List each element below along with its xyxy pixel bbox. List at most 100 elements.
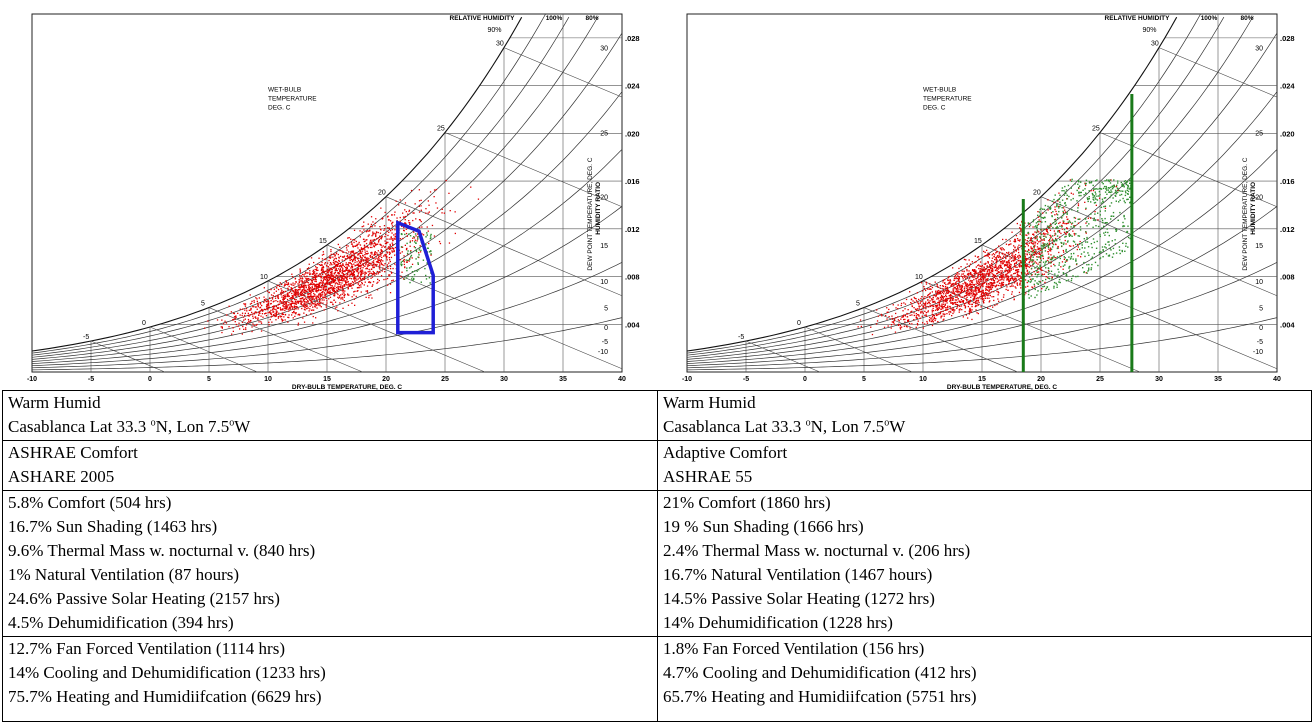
data-point (270, 313, 273, 316)
data-point (907, 319, 909, 321)
data-point (337, 265, 339, 267)
comfort-point (420, 281, 422, 283)
data-point (355, 282, 357, 284)
data-point (944, 299, 946, 301)
data-point (297, 283, 299, 285)
data-point (321, 281, 324, 283)
data-point (940, 295, 943, 297)
data-point (988, 272, 990, 275)
data-point (380, 275, 383, 277)
data-point (337, 277, 339, 279)
data-point (334, 261, 336, 263)
data-point (996, 284, 998, 286)
data-point (382, 267, 384, 269)
data-point (318, 257, 320, 259)
data-point (971, 295, 973, 297)
data-point (948, 297, 950, 300)
data-point (352, 245, 354, 247)
data-point (337, 279, 339, 281)
data-point (338, 295, 341, 297)
comfort-point (1070, 279, 1073, 282)
data-point (955, 299, 958, 301)
comfort-point (1129, 237, 1131, 240)
data-point (299, 298, 301, 300)
data-point (363, 238, 365, 240)
data-point (1018, 254, 1020, 256)
data-point (953, 311, 955, 313)
comfort-point (1093, 253, 1095, 255)
data-point (1010, 252, 1012, 254)
data-point (1043, 239, 1045, 241)
x-tick-label: -10 (682, 376, 692, 383)
comfort-point (1098, 187, 1101, 190)
comfort-point (1116, 187, 1119, 189)
data-point (351, 272, 353, 274)
data-point (402, 278, 405, 280)
data-point (368, 281, 371, 283)
data-point (314, 278, 316, 281)
data-point (308, 310, 310, 312)
data-point (991, 275, 994, 277)
data-point (933, 315, 936, 317)
data-point (367, 259, 369, 261)
comfort-point (1027, 293, 1030, 296)
data-point (326, 277, 328, 279)
data-point (302, 281, 304, 283)
comfort-point (1111, 185, 1113, 187)
data-point (989, 270, 991, 272)
comfort-point (1126, 198, 1128, 201)
data-point (394, 233, 396, 235)
data-point (235, 316, 237, 318)
data-point (315, 274, 317, 276)
comfort-point (1030, 280, 1033, 282)
data-point (932, 314, 934, 316)
data-point (1005, 268, 1007, 270)
comfort-point (1112, 215, 1115, 217)
data-point (990, 267, 992, 269)
data-point (969, 294, 971, 296)
data-point (304, 294, 306, 296)
data-point (327, 277, 329, 279)
data-point (934, 281, 936, 283)
data-point (907, 309, 909, 311)
comfort-point (1093, 202, 1096, 204)
data-point (1010, 274, 1012, 276)
data-point (372, 281, 375, 283)
comfort-point (415, 242, 417, 244)
comfort-point (1088, 198, 1090, 200)
data-point (939, 313, 941, 315)
data-point (364, 240, 366, 242)
data-point (349, 277, 351, 279)
data-point (253, 324, 255, 327)
dewpoint-tick-label: 10 (1255, 279, 1263, 286)
data-point (387, 284, 389, 286)
data-point (1008, 266, 1011, 268)
data-point (953, 292, 956, 294)
data-point (958, 278, 961, 280)
comfort-point (1126, 231, 1128, 234)
comfort-point (1118, 249, 1121, 251)
data-point (1017, 247, 1019, 250)
data-point (1017, 249, 1020, 251)
comfort-point (1031, 259, 1034, 261)
data-point (289, 303, 291, 305)
comfort-point (1095, 247, 1098, 249)
data-point (302, 286, 304, 288)
data-point (326, 270, 328, 272)
data-point (301, 298, 303, 300)
data-point (1035, 249, 1037, 251)
comfort-point (1064, 257, 1066, 259)
data-point (405, 223, 407, 225)
data-point (1058, 222, 1060, 225)
data-point (334, 283, 336, 285)
data-point (253, 306, 255, 308)
data-point (1013, 251, 1015, 253)
data-point (339, 281, 341, 284)
data-point (255, 317, 257, 319)
data-point (396, 217, 398, 219)
data-point (350, 258, 353, 261)
data-point (1011, 274, 1013, 276)
data-point (298, 279, 300, 281)
data-point (949, 300, 951, 302)
comfort-point (1078, 194, 1080, 197)
